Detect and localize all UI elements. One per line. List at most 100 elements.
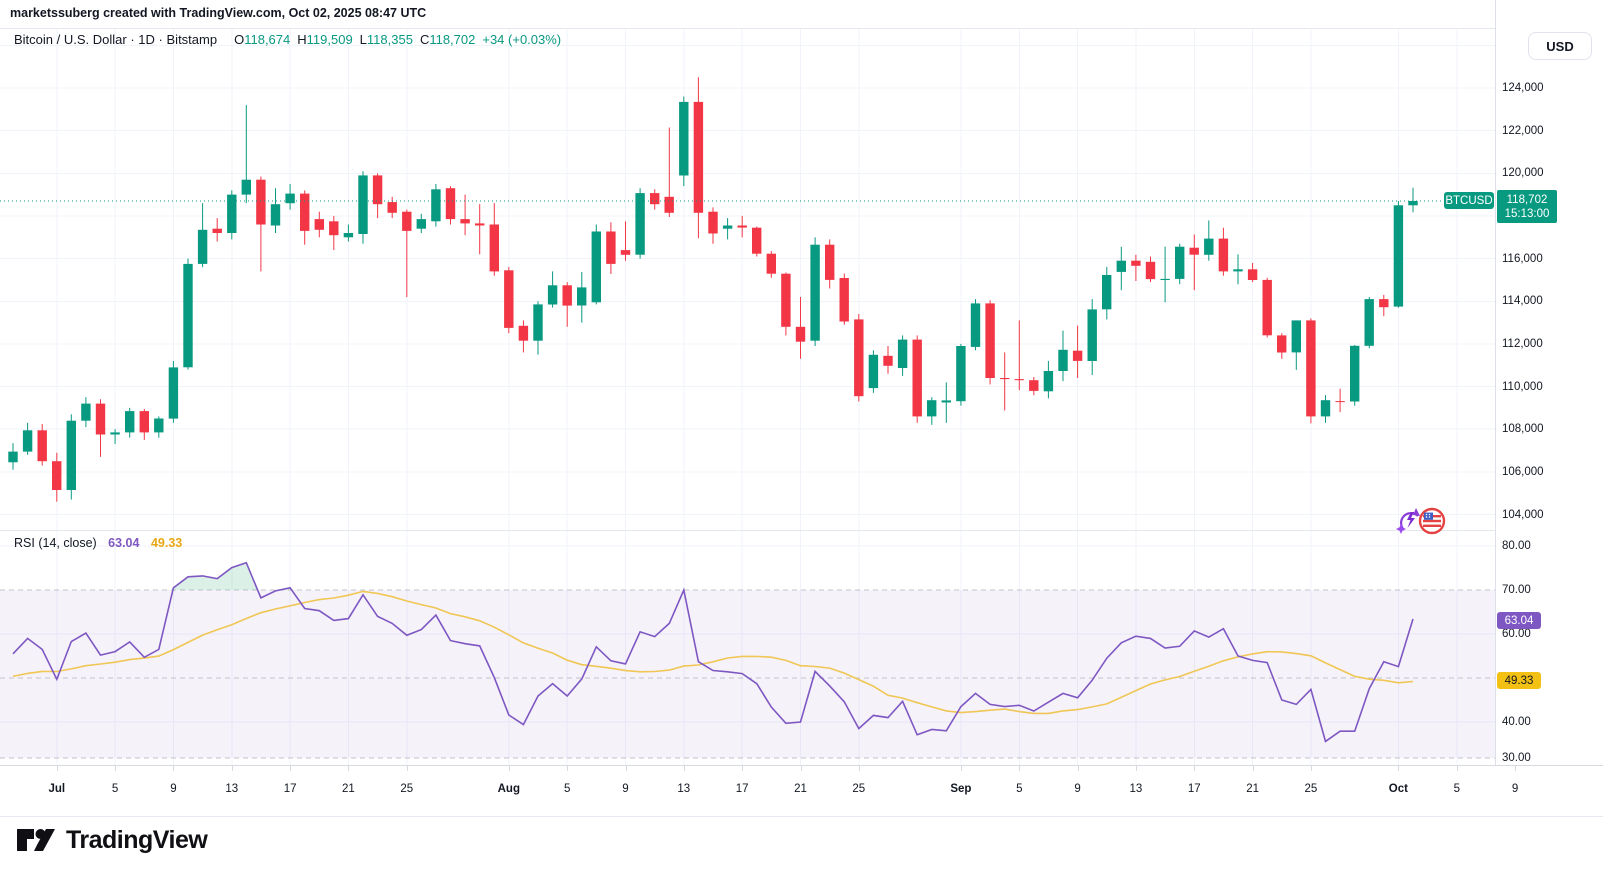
time-axis-tick	[1252, 766, 1254, 771]
close-value: 118,702	[429, 32, 476, 47]
time-axis-label: 25	[1304, 783, 1318, 795]
open-value: 118,674	[244, 32, 291, 47]
rsi-title: RSI (14, close)	[14, 536, 97, 550]
time-axis-label: Sep	[950, 783, 972, 795]
high-label: H	[297, 32, 307, 47]
open-label: O	[234, 32, 245, 47]
time-axis-label: 17	[1187, 783, 1201, 795]
time-axis-label: 9	[1511, 783, 1519, 795]
currency-toggle-button[interactable]: USD	[1528, 32, 1592, 60]
price-axis-tick: 116,000	[1502, 252, 1543, 265]
time-axis-label: 17	[283, 783, 297, 795]
change-value: +34 (+0.03%)	[482, 32, 562, 47]
rsi-axis-tick: 60.00	[1502, 628, 1531, 640]
time-axis-tick	[625, 766, 627, 771]
time-axis-tick	[742, 766, 744, 771]
symbol-title: Bitcoin / U.S. Dollar · 1D · Bitstamp	[14, 32, 218, 47]
time-axis-tick	[231, 766, 233, 771]
time-axis-tick	[858, 766, 860, 771]
bar-countdown: 15:13:00	[1504, 207, 1550, 220]
time-axis-tick	[508, 766, 510, 771]
time-axis-tick	[173, 766, 175, 771]
time-axis-tick	[1019, 766, 1021, 771]
rsi-axis-tick: 30.00	[1502, 752, 1531, 764]
interval-label: 1D	[138, 32, 155, 47]
time-axis-label: 9	[1074, 783, 1081, 795]
exchange-label: Bitstamp	[166, 32, 218, 47]
time-axis-tick	[1310, 766, 1312, 771]
time-axis-label: 13	[225, 783, 239, 795]
time-axis-label: 21	[794, 783, 807, 795]
time-axis-label: 9	[622, 783, 629, 795]
time-axis-tick	[1515, 766, 1517, 771]
rsi-axis-tick: 70.00	[1502, 584, 1531, 596]
price-axis-tick: 112,000	[1502, 337, 1543, 350]
symbol-legend[interactable]: Bitcoin / U.S. Dollar · 1D · Bitstamp O1…	[14, 32, 561, 47]
price-axis-tick: 106,000	[1502, 465, 1544, 478]
current-price: 118,702	[1506, 193, 1548, 206]
time-axis-tick	[1135, 766, 1137, 771]
tradingview-wordmark: TradingView	[66, 825, 208, 854]
time-axis-label: Aug	[497, 783, 520, 795]
price-axis-tick: 104,000	[1502, 508, 1544, 521]
time-axis-tick	[1398, 766, 1400, 771]
us-economic-event-icon	[1418, 507, 1446, 535]
rsi-indicator-legend[interactable]: RSI (14, close) 63.04 49.33	[14, 536, 182, 550]
time-axis-tick	[800, 766, 802, 771]
price-axis-tick: 108,000	[1502, 423, 1544, 436]
rsi-axis-value-label: 63.04	[1497, 612, 1541, 629]
time-axis-label: 21	[341, 783, 355, 795]
time-axis-tick	[683, 766, 685, 771]
rsi-ma-axis-value-label: 49.33	[1497, 672, 1541, 689]
time-axis-label: 5	[1453, 783, 1460, 795]
time-axis-tick	[56, 766, 58, 771]
time-axis-tick	[1456, 766, 1458, 771]
rsi-current-value: 63.04	[108, 536, 140, 550]
price-axis[interactable]: 124,000 122,000 120,000 116,000 114,000 112,0…	[1495, 0, 1603, 765]
low-value: 118,355	[366, 32, 413, 47]
rsi-axis-tick: 40.00	[1502, 716, 1531, 728]
price-axis-tick: 120,000	[1502, 167, 1544, 180]
current-price-axis-label: 118,702 15:13:00	[1497, 190, 1557, 223]
time-axis-tick	[1194, 766, 1196, 771]
time-axis-label: Oct	[1388, 783, 1408, 795]
time-axis-label: 25	[400, 783, 414, 795]
time-axis-tick	[290, 766, 292, 771]
rsi-axis-tick: 80.00	[1502, 540, 1531, 552]
pane-top-border	[0, 28, 1603, 29]
price-axis-tick: 114,000	[1502, 295, 1543, 308]
price-axis-tick: 122,000	[1502, 124, 1544, 137]
time-axis-label: 9	[170, 783, 177, 795]
price-axis-tick: 110,000	[1502, 380, 1543, 393]
time-axis-label: 17	[735, 783, 749, 795]
price-axis-tick: 124,000	[1502, 82, 1544, 94]
time-axis-tick	[115, 766, 117, 771]
time-axis-label: 13	[1129, 783, 1143, 795]
time-axis-tick	[406, 766, 408, 771]
rsi-ma-value: 49.33	[150, 536, 183, 550]
tradingview-logo-glyph	[17, 829, 55, 851]
time-axis-label: 21	[1246, 783, 1259, 795]
time-axis-label: 25	[852, 783, 866, 795]
time-axis-tick	[567, 766, 569, 771]
tradingview-logo[interactable]: TradingView	[16, 822, 208, 858]
event-marker-icons[interactable]	[1394, 504, 1446, 535]
pane-separator[interactable]	[0, 530, 1603, 531]
time-axis-tick	[1077, 766, 1079, 771]
symbol-price-pill: BTCUSD	[1444, 192, 1494, 209]
close-label: C	[419, 32, 430, 47]
time-axis-label: 5	[111, 783, 119, 795]
ohlc-values: O118,674 H119,509 L118,355 C118,702 +34 (+0.…	[227, 32, 561, 47]
time-axis-label: Jul	[48, 783, 66, 795]
crypto-event-icon	[1396, 508, 1420, 534]
time-axis-tick	[348, 766, 350, 771]
high-value: 119,509	[306, 32, 353, 47]
time-axis-label: 5	[1016, 783, 1023, 795]
snapshot-watermark: marketssuberg created with TradingView.c…	[10, 6, 427, 20]
low-label: L	[359, 32, 367, 47]
time-axis[interactable]: Jul 5 9 13 17 21 25 Aug 5 9 13 17 21 25 Sep 5 9 13 17 21 25 O…	[0, 765, 1603, 817]
time-axis-label: 5	[563, 783, 571, 795]
time-axis-tick	[960, 766, 962, 771]
